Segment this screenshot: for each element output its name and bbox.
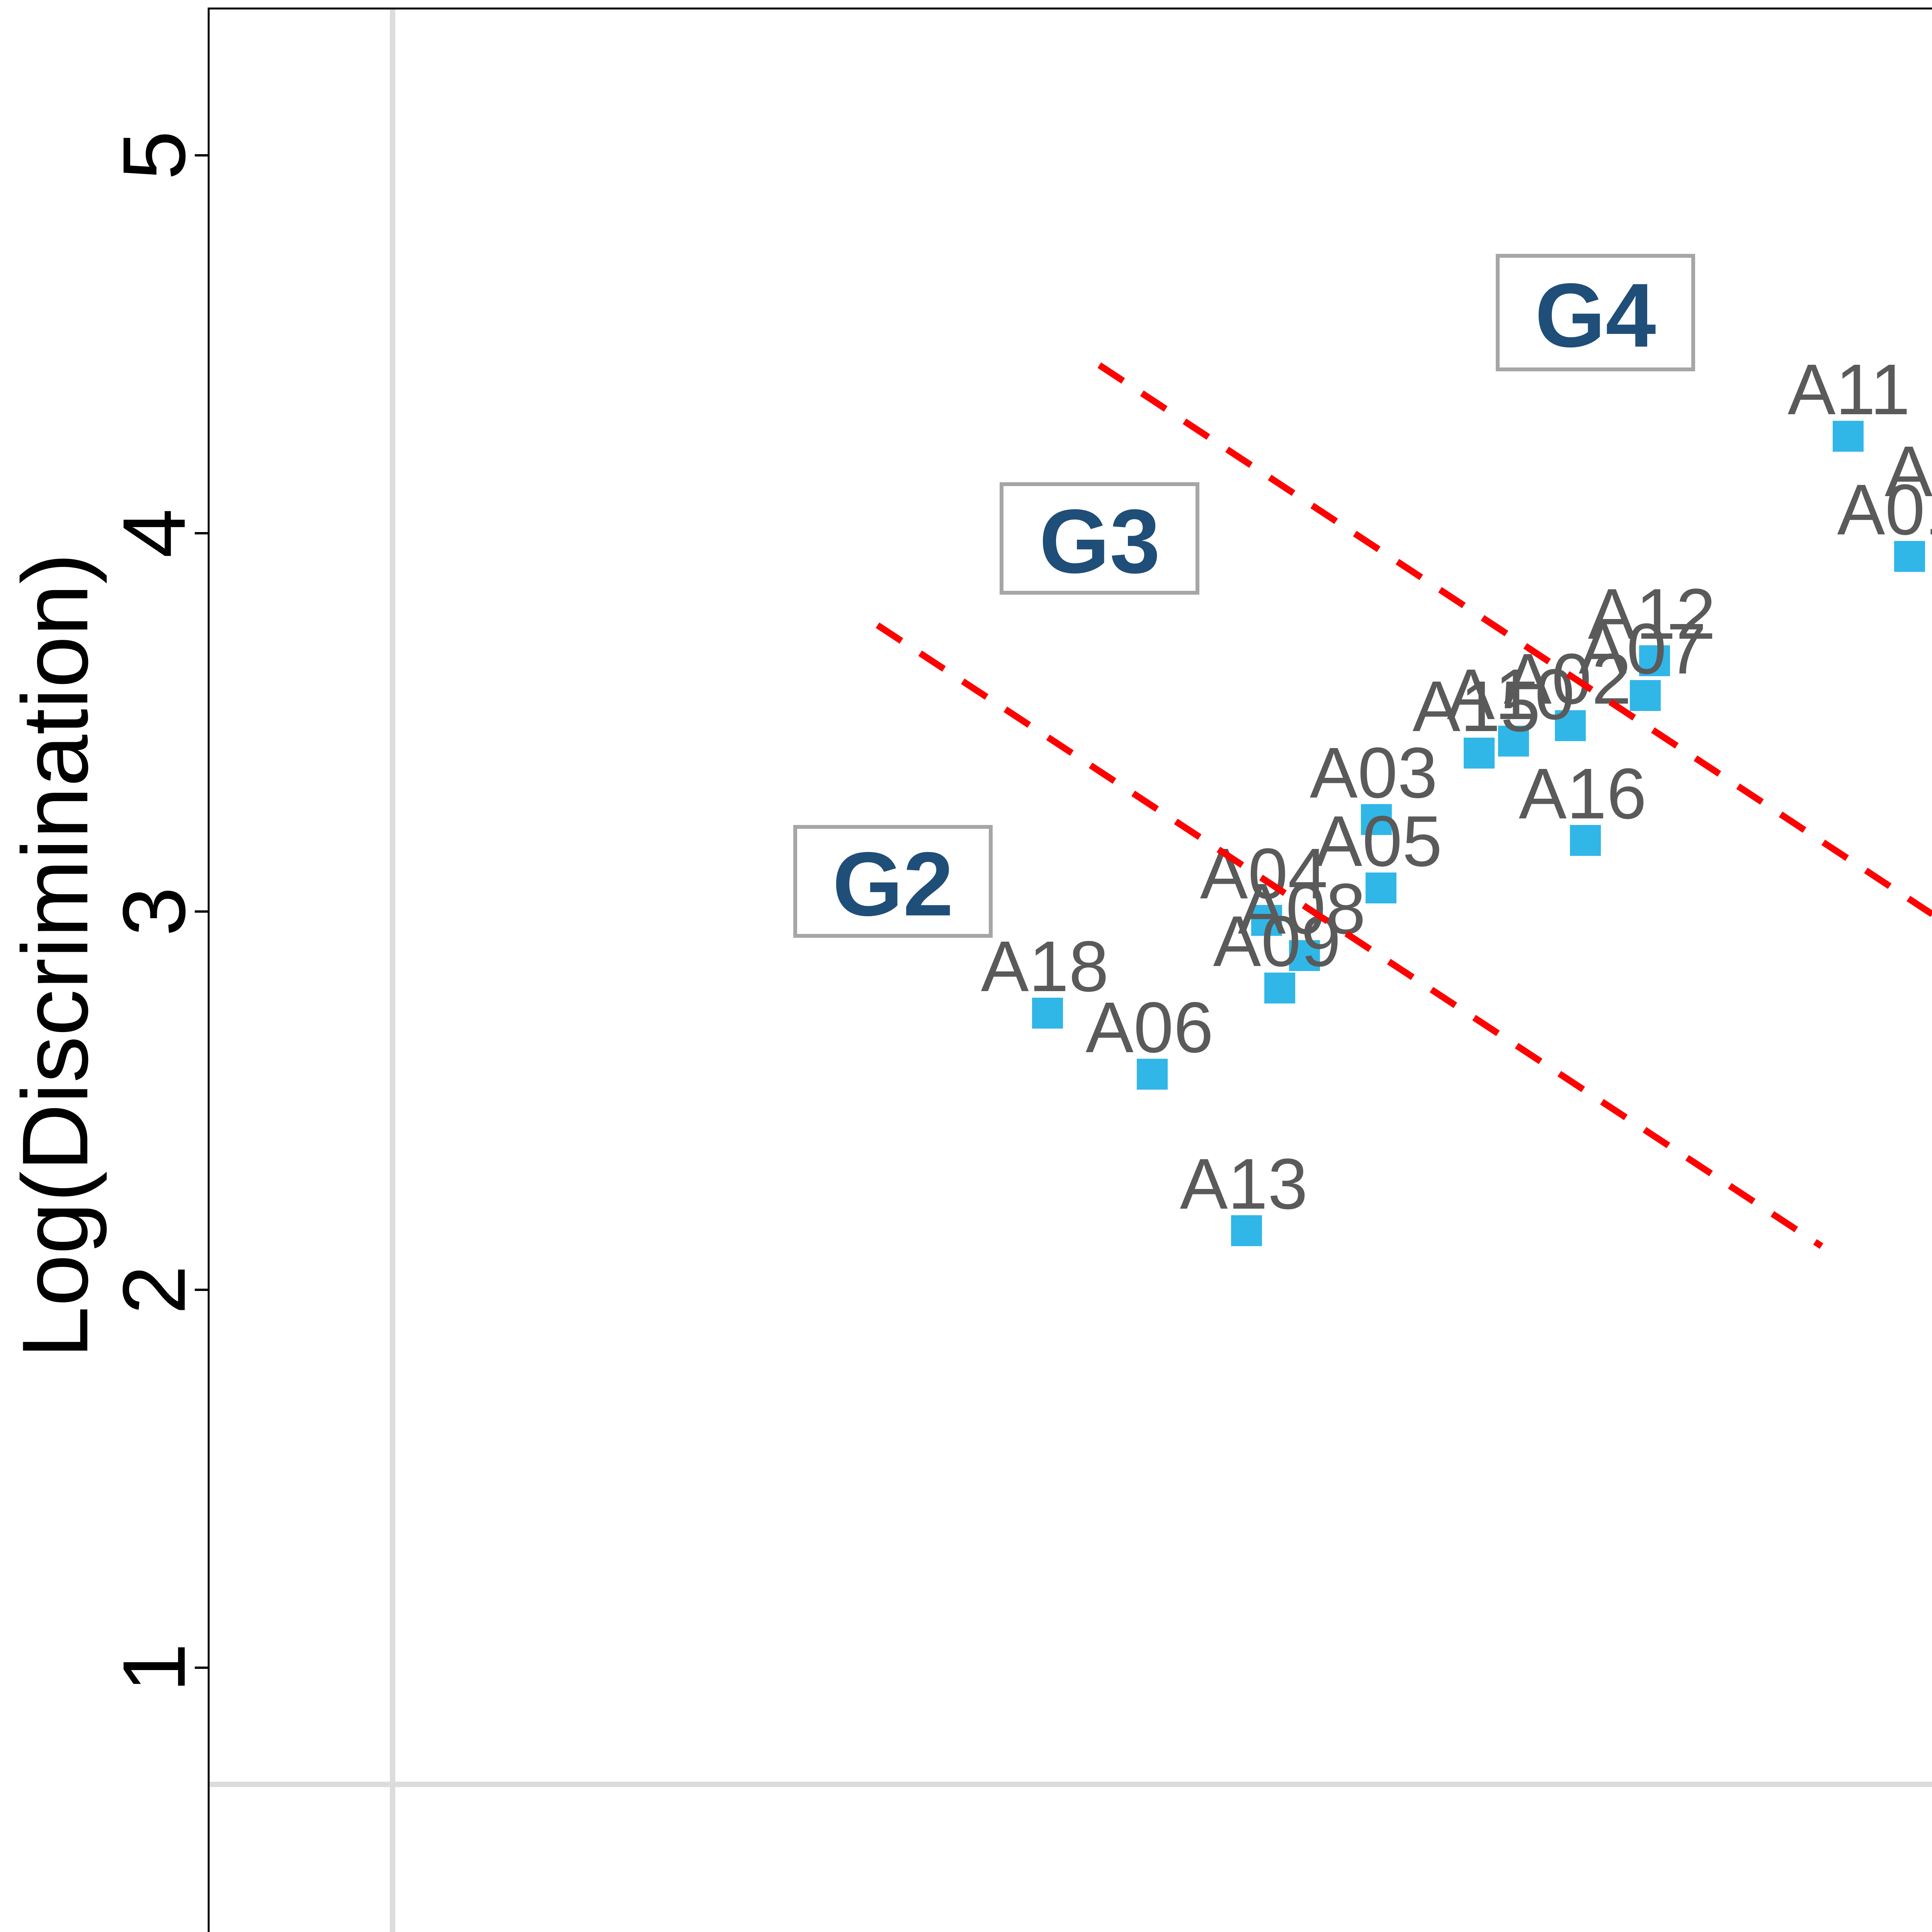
svg-text:A18: A18 <box>981 927 1109 1007</box>
svg-text:A08: A08 <box>1238 869 1366 949</box>
svg-text:A17: A17 <box>1885 432 1932 512</box>
svg-text:A10: A10 <box>1447 655 1575 735</box>
svg-text:A09: A09 <box>1213 901 1341 981</box>
svg-text:A15: A15 <box>1413 667 1541 747</box>
svg-text:A12: A12 <box>1588 574 1716 654</box>
svg-text:G3: G3 <box>1039 490 1160 592</box>
svg-text:Log(Discrimination): Log(Discrimination) <box>3 553 107 1359</box>
svg-text:4: 4 <box>104 509 204 558</box>
svg-text:G2: G2 <box>832 833 954 935</box>
svg-text:A11: A11 <box>1787 350 1910 430</box>
svg-text:G4: G4 <box>1535 264 1656 366</box>
svg-text:A06: A06 <box>1086 988 1214 1068</box>
svg-text:A07: A07 <box>1579 609 1707 689</box>
svg-text:A01: A01 <box>1837 470 1932 550</box>
svg-text:5: 5 <box>104 131 204 180</box>
svg-text:A04: A04 <box>1200 834 1328 914</box>
svg-text:A05: A05 <box>1315 801 1442 881</box>
svg-text:A13: A13 <box>1180 1144 1308 1224</box>
svg-text:1: 1 <box>104 1643 204 1692</box>
svg-text:A03: A03 <box>1310 733 1438 813</box>
svg-text:A16: A16 <box>1519 754 1647 834</box>
svg-text:2: 2 <box>104 1265 204 1315</box>
svg-text:3: 3 <box>104 887 204 936</box>
